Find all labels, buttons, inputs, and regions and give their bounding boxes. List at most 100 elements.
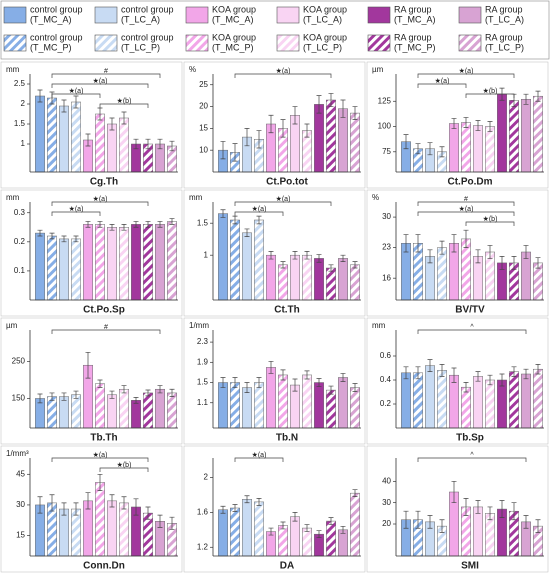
error-bar (268, 527, 274, 536)
significance-bracket (417, 457, 527, 462)
error-bar (109, 390, 115, 399)
bar (497, 93, 507, 173)
error-bar (121, 111, 127, 125)
error-bar (61, 235, 67, 243)
error-bar (292, 251, 298, 260)
error-bar (97, 221, 103, 228)
bar (107, 500, 117, 557)
bar (473, 125, 483, 173)
error-bar (415, 234, 421, 253)
error-bar (340, 254, 346, 262)
error-bar (352, 261, 358, 269)
significance-label: ★(a) (93, 451, 108, 459)
error-bar (328, 385, 334, 395)
bar (509, 371, 519, 429)
bar (278, 264, 288, 301)
x-label: SMI (461, 561, 479, 572)
bar (218, 213, 228, 301)
error-bar (316, 254, 322, 263)
error-bar (85, 492, 91, 510)
error-bar (439, 364, 445, 377)
bar (290, 254, 300, 301)
legend-label: (T_LC_A) (121, 14, 160, 24)
error-bar (73, 95, 79, 109)
error-bar (256, 215, 262, 225)
significance-label: # (104, 68, 108, 75)
error-bar (403, 234, 409, 253)
error-bar (292, 378, 298, 392)
error-bar (61, 502, 67, 516)
bar (533, 95, 543, 173)
y-tick-label: 0.3 (14, 208, 26, 217)
legend-swatch (3, 34, 27, 52)
legend-swatch (94, 34, 118, 52)
significance-label: ★(a) (276, 67, 291, 75)
error-bar (316, 530, 322, 539)
legend-swatch (458, 6, 482, 24)
y-tick-label: 125 (378, 96, 392, 105)
bar (71, 394, 81, 429)
bar (350, 492, 360, 557)
error-bar (352, 489, 358, 498)
bar (155, 224, 165, 301)
error-bar (523, 93, 529, 105)
bar (473, 376, 483, 429)
bar (425, 365, 435, 429)
bar (302, 527, 312, 557)
error-bar (244, 228, 250, 237)
error-bar (73, 235, 79, 243)
legend-label: RA group (485, 4, 523, 14)
error-bar (220, 505, 226, 514)
bar (131, 224, 141, 301)
error-bar (415, 366, 421, 380)
significance-label: ★(a) (93, 195, 108, 203)
error-bar (121, 385, 127, 394)
x-label: Ct.Po.tot (266, 177, 308, 188)
legend-label: KOA group (212, 4, 256, 14)
bar (47, 97, 57, 173)
error-bar (268, 114, 274, 134)
x-label: DA (280, 561, 294, 572)
panel-border (0, 61, 183, 189)
error-bar (292, 512, 298, 522)
bar (254, 501, 264, 557)
bar (521, 373, 531, 429)
error-bar (535, 364, 541, 375)
y-unit: mm (6, 65, 20, 74)
legend-label: control group (30, 4, 83, 14)
y-unit: % (189, 65, 196, 74)
error-bar (475, 500, 481, 514)
y-unit: mm (372, 321, 386, 330)
error-bar (463, 498, 469, 516)
bar (461, 386, 471, 429)
bar (254, 219, 264, 301)
bar (461, 122, 471, 173)
error-bar (280, 521, 286, 530)
error-bar (535, 90, 541, 102)
bar (413, 372, 423, 429)
error-bar (145, 506, 151, 520)
significance-bracket (51, 329, 161, 334)
error-bar (499, 500, 505, 518)
bar (485, 251, 495, 301)
y-tick-label: 1.6 (197, 507, 209, 516)
significance-label: ★(a) (69, 87, 84, 95)
significance-bracket (51, 201, 149, 206)
error-bar (487, 121, 493, 132)
error-bar (49, 494, 55, 512)
error-bar (511, 502, 517, 521)
error-bar (133, 138, 139, 150)
bar (326, 520, 336, 557)
significance-bracket (234, 201, 332, 206)
y-tick-label: 20 (199, 102, 208, 111)
significance-label: # (104, 324, 108, 331)
error-bar (463, 229, 469, 248)
error-bar (85, 351, 91, 379)
x-label: Tb.Th (90, 433, 117, 444)
significance-bracket (51, 211, 101, 216)
y-unit: 1/mm³ (6, 449, 29, 458)
legend-label: RA group (394, 4, 432, 14)
significance-bracket (417, 329, 527, 334)
bar (266, 254, 276, 301)
bar (230, 507, 240, 557)
